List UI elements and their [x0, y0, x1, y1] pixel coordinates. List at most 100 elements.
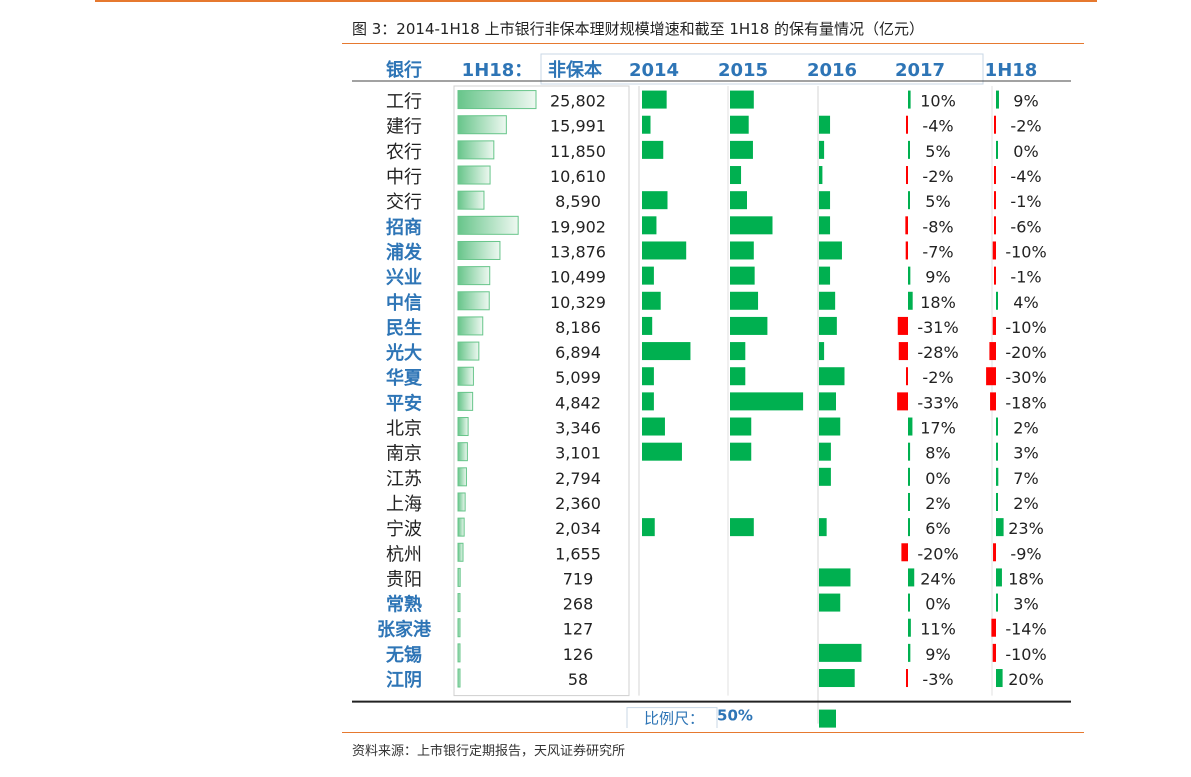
growth-label-1h18: -1%	[1010, 268, 1041, 287]
size-value-label: 1,655	[555, 544, 601, 563]
growth-bar-2017	[906, 669, 908, 688]
growth-label-1h18: 3%	[1013, 444, 1038, 463]
growth-label-2017: 10%	[920, 92, 956, 111]
growth-bar-2017	[908, 518, 910, 537]
growth-label-1h18: -10%	[1005, 645, 1046, 664]
growth-bar-2017	[908, 568, 915, 587]
growth-label-1h18: -2%	[1010, 117, 1041, 136]
size-value-label: 127	[563, 620, 594, 639]
growth-bar-1h18	[994, 115, 996, 134]
size-bar	[457, 417, 469, 437]
growth-bar-2015	[730, 342, 746, 361]
size-value-label: 719	[563, 569, 594, 588]
growth-bar-2017	[908, 291, 913, 310]
growth-bar-2016	[819, 518, 827, 537]
growth-bar-2014	[642, 266, 654, 285]
size-bar	[457, 492, 466, 512]
row-bank-label: 浦发	[386, 241, 423, 263]
growth-bar-2017	[897, 392, 908, 411]
growth-bar-2015	[730, 392, 804, 411]
growth-label-2017: 9%	[925, 268, 950, 287]
size-bar	[457, 467, 467, 487]
scale-label: 比例尺：	[644, 710, 704, 728]
growth-label-1h18: 23%	[1008, 519, 1044, 538]
growth-bar-2015	[730, 90, 754, 109]
growth-bar-2016	[819, 140, 825, 159]
growth-label-2017: 9%	[925, 645, 950, 664]
growth-bar-2017	[905, 216, 908, 235]
growth-label-1h18: -10%	[1005, 242, 1046, 261]
growth-bar-2017	[901, 543, 908, 562]
row-bank-label: 华夏	[386, 367, 423, 389]
header-year-2014: 2014	[629, 60, 679, 81]
growth-bar-1h18	[996, 417, 998, 436]
growth-bar-1h18	[992, 316, 996, 335]
size-value-label: 58	[568, 670, 588, 689]
growth-label-1h18: 18%	[1008, 569, 1044, 588]
growth-bar-2017	[908, 643, 911, 662]
row-bank-label: 平安	[386, 392, 422, 414]
size-bar	[457, 341, 480, 361]
growth-label-1h18: -20%	[1005, 343, 1046, 362]
size-value-label: 11,850	[550, 142, 606, 161]
growth-bar-1h18	[996, 669, 1003, 688]
size-value-label: 25,802	[550, 92, 606, 111]
growth-bar-2016	[819, 115, 831, 134]
row-bank-label: 兴业	[386, 268, 422, 289]
row-bank-label: 无锡	[386, 644, 422, 666]
growth-label-2017: 17%	[920, 419, 956, 438]
size-value-label: 10,329	[550, 293, 606, 312]
row-bank-label: 北京	[386, 419, 422, 440]
size-value-label: 2,034	[555, 519, 601, 538]
row-bank-label: 民生	[386, 317, 422, 339]
size-value-label: 13,876	[550, 242, 606, 261]
row-bank-label: 农行	[386, 142, 422, 163]
growth-bar-2016	[819, 342, 825, 361]
growth-bar-2016	[819, 241, 842, 260]
growth-bar-2016	[819, 291, 836, 310]
size-bar	[457, 190, 485, 210]
header-year-2016: 2016	[807, 60, 857, 81]
growth-bar-2015	[730, 442, 752, 461]
size-value-label: 5,099	[555, 368, 601, 387]
source-note: 资料来源：上市银行定期报告，天风证券研究所	[352, 744, 626, 759]
growth-label-2017: -7%	[922, 242, 953, 261]
growth-bar-2014	[642, 316, 653, 335]
header-frame	[540, 53, 984, 85]
size-value-label: 268	[563, 595, 594, 614]
growth-label-2017: -33%	[917, 393, 958, 412]
growth-bar-2017	[908, 417, 913, 436]
growth-bar-2014	[642, 140, 664, 159]
growth-label-1h18: -10%	[1005, 318, 1046, 337]
size-bar	[457, 165, 491, 185]
growth-bar-1h18	[996, 492, 998, 511]
header-size-period: 1H18：	[462, 60, 533, 81]
growth-label-2017: -31%	[917, 318, 958, 337]
growth-label-2017: 5%	[925, 142, 950, 161]
growth-bar-2016	[819, 367, 845, 386]
growth-bar-2015	[730, 316, 768, 335]
growth-bar-2016	[819, 316, 837, 335]
growth-bar-2016	[819, 166, 823, 185]
row-bank-label: 杭州	[386, 544, 422, 565]
growth-bar-2017	[908, 140, 910, 159]
size-bar	[457, 643, 461, 663]
growth-bar-2017	[908, 90, 911, 109]
size-bar	[457, 391, 474, 411]
row-bank-label: 常熟	[386, 594, 422, 616]
growth-bar-2017	[908, 191, 910, 210]
growth-label-1h18: 3%	[1013, 595, 1038, 614]
size-bar	[457, 668, 461, 688]
growth-bar-1h18	[996, 568, 1002, 587]
row-bank-label: 中行	[386, 167, 422, 188]
row-bank-label: 张家港	[377, 619, 432, 641]
growth-bar-2014	[642, 291, 661, 310]
row-bank-label: 江阴	[386, 670, 422, 691]
size-bar	[457, 266, 491, 286]
size-value-label: 15,991	[550, 117, 606, 136]
size-bar	[457, 618, 461, 638]
growth-bar-2016	[819, 568, 851, 587]
growth-bar-2015	[730, 216, 773, 235]
size-value-label: 10,499	[550, 268, 606, 287]
growth-bar-2015	[730, 266, 755, 285]
